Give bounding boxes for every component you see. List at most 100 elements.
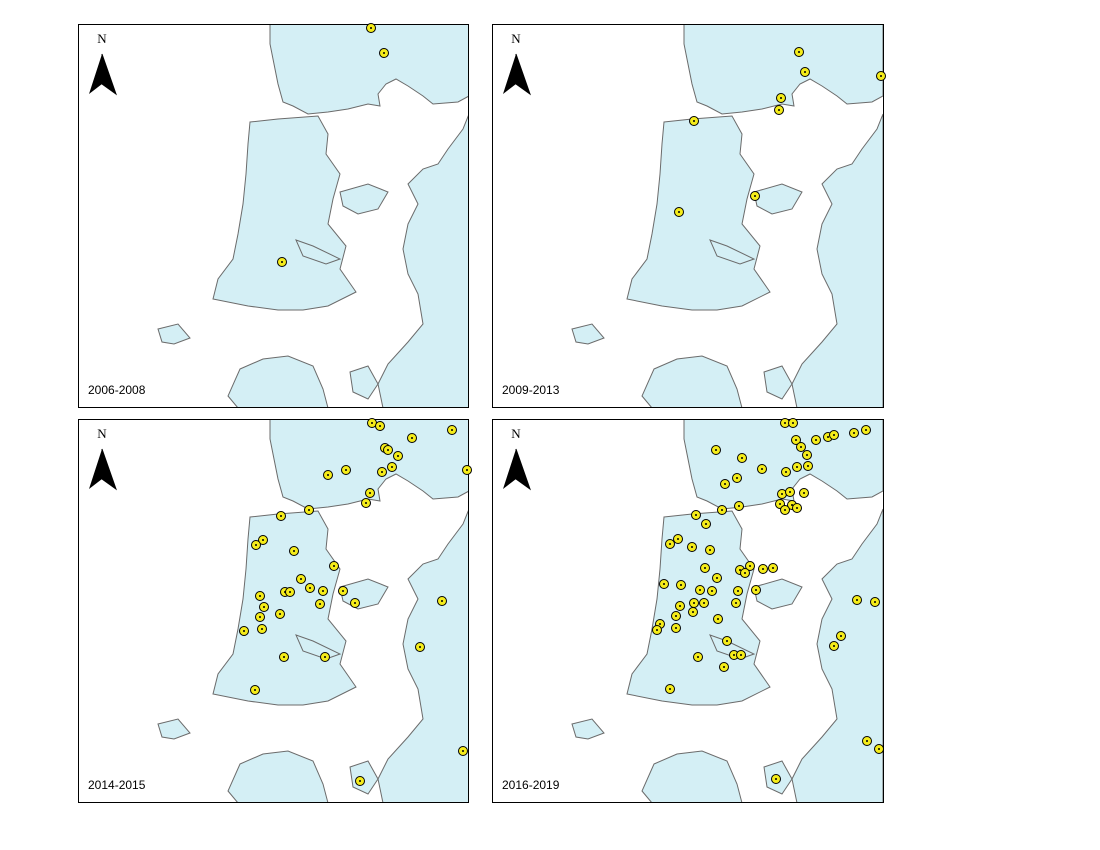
site-marker [437,596,447,606]
site-marker [365,488,375,498]
site-marker [671,611,681,621]
site-marker [275,609,285,619]
site-marker [350,598,360,608]
site-marker [785,487,795,497]
site-marker [251,540,261,550]
site-marker [861,425,871,435]
site-marker [447,425,457,435]
site-marker [768,563,778,573]
site-marker [788,418,798,428]
site-marker [719,662,729,672]
site-marker [652,625,662,635]
site-marker [671,623,681,633]
site-marker [731,598,741,608]
north-label: N [511,31,521,46]
panel-label: 2014-2015 [88,778,146,792]
site-marker [852,595,862,605]
site-marker [862,736,872,746]
site-marker [836,631,846,641]
site-marker [255,612,265,622]
panel-label: 2016-2019 [502,778,560,792]
site-marker [717,505,727,515]
site-marker [279,652,289,662]
site-marker [665,539,675,549]
site-marker [366,23,376,33]
site-marker [676,580,686,590]
site-marker [689,116,699,126]
site-marker [341,465,351,475]
site-marker [675,601,685,611]
site-marker [734,501,744,511]
site-marker [736,650,746,660]
site-marker [285,587,295,597]
site-marker [700,563,710,573]
site-marker [688,607,698,617]
site-marker [780,505,790,515]
site-marker [338,586,348,596]
site-marker [791,435,801,445]
site-marker [296,574,306,584]
site-marker [659,579,669,589]
site-marker [255,591,265,601]
site-marker [673,534,683,544]
site-marker [258,535,268,545]
site-marker [315,599,325,609]
site-marker [415,642,425,652]
site-marker [674,207,684,217]
site-marker [740,568,750,578]
map-panel: N 2016-2019 [492,419,884,803]
site-marker [792,462,802,472]
site-marker [781,467,791,477]
site-marker [750,191,760,201]
site-marker [699,598,709,608]
site-marker [737,453,747,463]
site-marker [707,586,717,596]
site-marker [705,545,715,555]
site-marker [711,445,721,455]
map-panel: N 2006-2008 [78,24,469,408]
site-marker [323,470,333,480]
site-marker [771,774,781,784]
site-marker [407,433,417,443]
site-marker [361,498,371,508]
site-marker [383,445,393,455]
site-marker [777,489,787,499]
site-marker [751,585,761,595]
site-marker [758,564,768,574]
north-label: N [511,426,521,441]
site-marker [799,488,809,498]
site-marker [379,48,389,58]
site-marker [732,473,742,483]
site-marker [776,93,786,103]
site-marker [250,685,260,695]
site-marker [691,510,701,520]
site-marker [687,542,697,552]
north-label: N [97,31,107,46]
site-marker [733,586,743,596]
site-marker [701,519,711,529]
site-marker [289,546,299,556]
site-marker [720,479,730,489]
site-marker [665,684,675,694]
site-marker [712,573,722,583]
site-marker [802,450,812,460]
site-marker [320,652,330,662]
site-marker [792,503,802,513]
site-marker [689,598,699,608]
site-marker [774,105,784,115]
site-marker [458,746,468,756]
site-marker [329,561,339,571]
site-marker [305,583,315,593]
map-panel: N 2009-2013 [492,24,884,408]
site-marker [304,505,314,515]
site-marker [849,428,859,438]
site-marker [713,614,723,624]
site-marker [377,467,387,477]
site-marker [829,430,839,440]
site-marker [800,67,810,77]
site-marker [870,597,880,607]
north-label: N [97,426,107,441]
site-marker [318,586,328,596]
site-marker [375,421,385,431]
site-marker [695,585,705,595]
